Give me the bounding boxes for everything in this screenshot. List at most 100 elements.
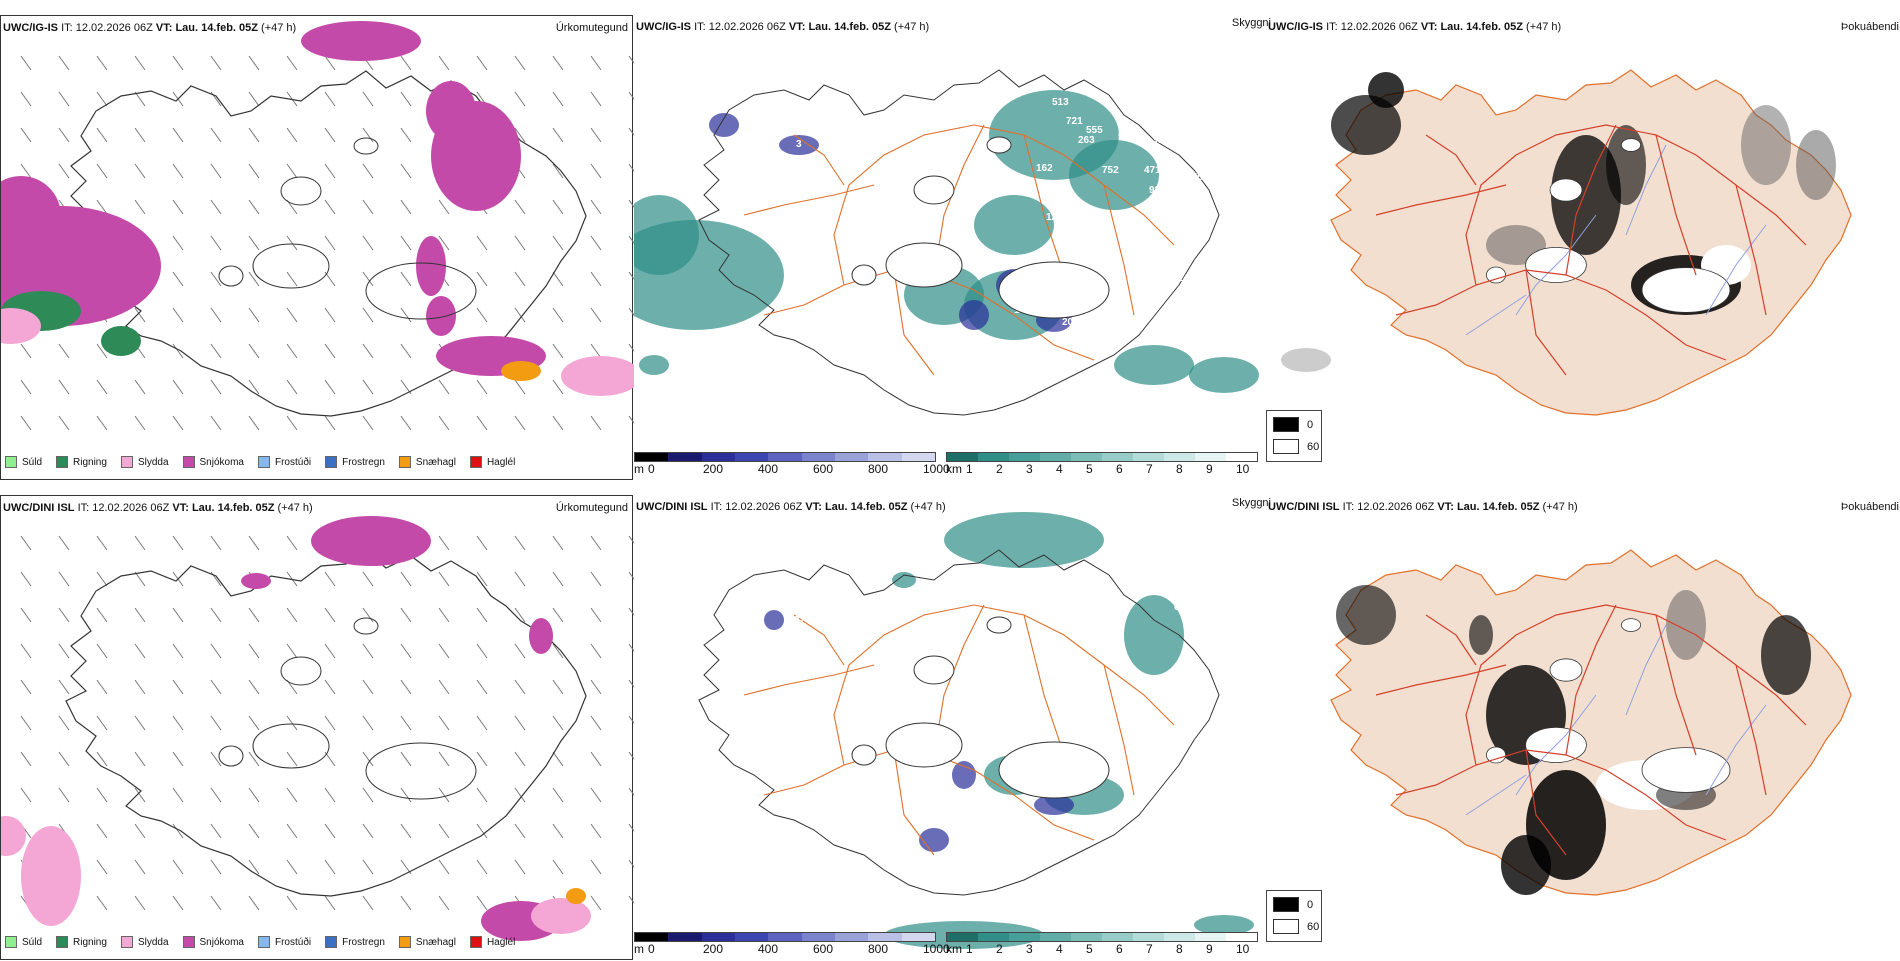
legend-item: Haglél xyxy=(469,456,515,468)
legend-swatch xyxy=(398,936,411,948)
cloud-base-label: 162 xyxy=(1036,163,1053,174)
wind-barb xyxy=(628,415,634,424)
cloud-base-label: 314 xyxy=(1182,191,1199,202)
road xyxy=(1565,604,1617,756)
wind-barb xyxy=(210,607,222,623)
road xyxy=(1465,124,1807,286)
visibility-colorbar: km 1 2 3 4 5 6 7 8 9 10 xyxy=(946,932,1266,958)
wind-barb xyxy=(628,235,634,244)
panel-title: Úrkomutegund xyxy=(555,22,628,34)
legend-label: Snæhagl xyxy=(415,456,456,468)
wind-barb xyxy=(96,571,108,587)
colorbar-cell xyxy=(868,453,902,461)
wind-barb xyxy=(400,787,412,803)
wind-barb xyxy=(324,127,336,143)
wind-barb xyxy=(514,127,526,143)
wind-barb xyxy=(210,679,222,695)
glacier-outline xyxy=(365,262,477,320)
colorbar-cell xyxy=(734,453,769,461)
precip-area-sleet xyxy=(1,308,41,344)
visibility-bar-colors xyxy=(946,452,1258,462)
legend-swatch xyxy=(120,456,133,468)
low-cloud-area xyxy=(709,113,739,137)
fog-area xyxy=(1469,615,1493,655)
wind-barb xyxy=(552,127,564,143)
wind-barb xyxy=(590,715,602,731)
road xyxy=(1655,614,1697,756)
panel-title: Skyggni xyxy=(1231,17,1271,29)
wind-barb xyxy=(362,307,374,323)
wind-barb xyxy=(324,235,336,251)
low-cloud-area xyxy=(779,135,819,155)
fog-map xyxy=(1281,69,1852,416)
road xyxy=(893,749,935,856)
wind-barb xyxy=(514,607,526,623)
wind-barb xyxy=(438,571,450,587)
rivers xyxy=(1465,624,1767,816)
wind-barb xyxy=(172,55,184,71)
colorbar-tick: 3 xyxy=(1026,462,1033,476)
wind-barb xyxy=(438,715,450,731)
road xyxy=(1023,614,1065,756)
visibility-area xyxy=(1124,595,1184,675)
low-cloud-area xyxy=(1034,795,1074,815)
wind-barb xyxy=(210,823,222,839)
panel-precip-type-row2: UWC/DINI ISL IT: 12.02.2026 06Z VT: Lau.… xyxy=(0,495,634,960)
it-value: 12.02.2026 06Z xyxy=(1357,501,1435,513)
it-label: IT: xyxy=(61,22,73,34)
wind-barb xyxy=(628,535,634,544)
wind-barb xyxy=(248,679,260,695)
colorbar-tick: 800 xyxy=(868,942,889,956)
colorbar-cell xyxy=(947,933,978,941)
wind-barb xyxy=(248,163,260,179)
colorbar-cell xyxy=(868,933,902,941)
panel-title: Þokuábendi xyxy=(1840,21,1899,33)
road xyxy=(1375,184,1507,216)
wind-barb xyxy=(514,751,526,767)
cloud-base-label: 596 xyxy=(1118,131,1135,142)
wind-barb xyxy=(248,91,260,107)
cloud-base-label: 125 xyxy=(1046,212,1063,223)
panel-header: UWC/IG-IS IT: 12.02.2026 06Z VT: Lau. 14… xyxy=(636,21,929,33)
vt-value: Lau. 14.feb. 05Z xyxy=(824,501,908,513)
wind-barb xyxy=(628,895,634,904)
legend-swatch xyxy=(5,936,17,948)
visibility-area xyxy=(1114,345,1194,385)
wind-barb xyxy=(514,823,526,839)
glacier-outline xyxy=(252,243,330,289)
legend-label: Súld xyxy=(22,456,43,468)
road xyxy=(1425,614,1477,666)
road xyxy=(1655,134,1697,276)
wind-barb xyxy=(400,643,412,659)
colorbar-cell xyxy=(1164,933,1195,941)
wind-barb xyxy=(286,787,298,803)
cloud-base-label: 647 xyxy=(1174,602,1191,613)
glacier-outline xyxy=(280,656,322,686)
road xyxy=(833,124,1175,286)
wind-barb xyxy=(590,55,602,71)
wind-barb xyxy=(362,343,374,359)
wind-barb xyxy=(324,607,336,623)
legend-label: Frostregn xyxy=(342,456,385,468)
colorbar-cell xyxy=(947,453,978,461)
colorbar-tick: 6 xyxy=(1116,942,1123,956)
wind-barb xyxy=(286,751,298,767)
vt-label: VT: xyxy=(1437,501,1454,513)
legend-item: Slydda xyxy=(120,456,169,468)
wind-barb xyxy=(552,643,564,659)
visibility-area xyxy=(1194,915,1254,935)
panel-header: UWC/DINI ISL IT: 12.02.2026 06Z VT: Lau.… xyxy=(3,502,313,514)
rivers xyxy=(1465,144,1767,336)
wind-barb xyxy=(590,823,602,839)
road xyxy=(1525,269,1567,376)
colorbar-cell xyxy=(1009,933,1040,941)
wind-barb xyxy=(552,823,564,839)
road xyxy=(1465,604,1807,766)
river xyxy=(1515,694,1597,796)
legend-item: Frostúði xyxy=(257,936,311,948)
wind-barb xyxy=(96,643,108,659)
precip-area-snow xyxy=(426,81,476,141)
wind-barb xyxy=(476,607,488,623)
precip-area-snow xyxy=(416,236,446,296)
colorbar-cell xyxy=(1133,453,1164,461)
